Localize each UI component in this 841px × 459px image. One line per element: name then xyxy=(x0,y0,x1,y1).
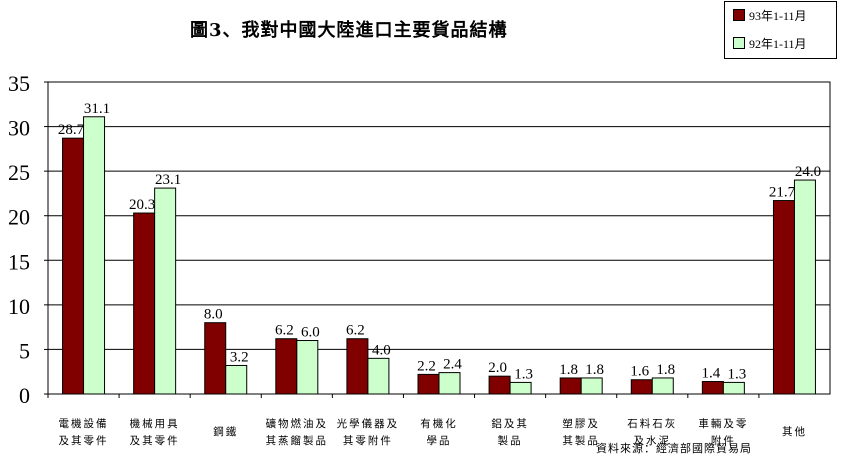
category-label: 鋼鐵 xyxy=(213,425,238,438)
data-label: 1.4 xyxy=(701,366,720,382)
data-label: 1.8 xyxy=(656,362,675,378)
legend-swatch-92 xyxy=(733,37,745,49)
data-label: 8.0 xyxy=(204,307,223,323)
y-tick-label: 0 xyxy=(19,383,30,408)
data-label: 6.0 xyxy=(301,325,320,341)
y-tick-label: 10 xyxy=(8,294,30,319)
data-label: 1.8 xyxy=(585,362,604,378)
category-label: 製品 xyxy=(498,434,523,447)
category-label: 有機化 xyxy=(420,417,458,430)
y-tick-label: 5 xyxy=(19,338,30,363)
bar-92 xyxy=(651,377,674,395)
category-label: 礦物燃油及 xyxy=(266,417,329,430)
data-label: 1.6 xyxy=(630,364,649,380)
bar-93 xyxy=(630,379,653,395)
bar-92 xyxy=(793,179,816,395)
category-label: 其零附件 xyxy=(343,434,393,447)
data-label: 2.4 xyxy=(443,357,462,373)
data-label: 24.0 xyxy=(795,164,821,180)
bar-92 xyxy=(83,116,106,395)
category-label: 塑膠及 xyxy=(562,417,600,430)
legend-swatch-93 xyxy=(733,9,745,21)
bar-93 xyxy=(417,373,440,395)
data-label: 2.2 xyxy=(417,358,436,374)
legend: 93年1-11月 92年1-11月 xyxy=(724,1,837,59)
data-label: 4.0 xyxy=(372,342,391,358)
category-label: 鋁及其 xyxy=(491,417,529,430)
bar-93 xyxy=(488,375,511,395)
data-label: 3.2 xyxy=(230,349,249,365)
category-label: 其蒸餾製品 xyxy=(266,434,329,447)
category-label: 電機設備 xyxy=(59,417,109,430)
category-label: 及水泥 xyxy=(634,434,672,447)
chart-title: 圖3、我對中國大陸進口主要貨品結構 xyxy=(190,20,508,41)
bar-92 xyxy=(580,377,603,395)
legend-item-92: 92年1-11月 xyxy=(733,35,807,51)
data-label: 28.7 xyxy=(58,122,85,138)
data-label: 23.1 xyxy=(155,172,181,188)
bar-93 xyxy=(275,338,298,395)
data-label: 21.7 xyxy=(769,185,796,201)
legend-item-93: 93年1-11月 xyxy=(733,7,807,23)
bar-93 xyxy=(701,381,724,395)
category-label: 其他 xyxy=(782,425,807,438)
category-label: 機械用具 xyxy=(130,417,180,430)
category-label: 附件 xyxy=(711,434,736,447)
bar-92 xyxy=(154,187,177,395)
category-label: 光學儀器及 xyxy=(337,417,400,430)
category-label: 學品 xyxy=(427,434,452,447)
bar-92 xyxy=(296,340,319,395)
category-label: 石料石灰 xyxy=(627,417,677,430)
data-label: 1.3 xyxy=(514,366,533,382)
legend-label-92: 92年1-11月 xyxy=(749,36,807,51)
bar-93 xyxy=(772,200,795,395)
data-label: 1.8 xyxy=(559,362,578,378)
bar-93 xyxy=(204,322,227,395)
y-tick-label: 35 xyxy=(8,71,30,96)
category-label: 其製品 xyxy=(562,434,600,447)
y-tick-label: 20 xyxy=(8,205,30,230)
plot-area xyxy=(47,81,831,395)
bar-92 xyxy=(509,381,532,395)
data-label: 6.2 xyxy=(275,323,294,339)
bar-93 xyxy=(62,137,85,395)
data-label: 6.2 xyxy=(346,323,365,339)
bar-92 xyxy=(225,364,248,395)
data-label: 31.1 xyxy=(84,101,110,117)
category-label: 及其零件 xyxy=(130,435,180,447)
bar-93 xyxy=(133,212,156,395)
bar-93 xyxy=(346,338,369,395)
y-tick-label: 15 xyxy=(8,249,30,274)
bar-92 xyxy=(722,381,745,395)
legend-label-93: 93年1-11月 xyxy=(749,8,807,23)
bar-92 xyxy=(438,372,461,395)
data-label: 20.3 xyxy=(129,197,155,213)
category-label: 車輛及零 xyxy=(698,417,748,430)
y-tick-label: 30 xyxy=(8,116,30,141)
bar-93 xyxy=(559,377,582,395)
data-label: 2.0 xyxy=(488,360,507,376)
bar-92 xyxy=(367,357,390,395)
source-note: 資料來源：經濟部國際貿易局 xyxy=(596,442,752,455)
category-label: 及其零件 xyxy=(59,435,109,447)
y-tick-label: 25 xyxy=(8,160,30,185)
data-label: 1.3 xyxy=(727,366,746,382)
